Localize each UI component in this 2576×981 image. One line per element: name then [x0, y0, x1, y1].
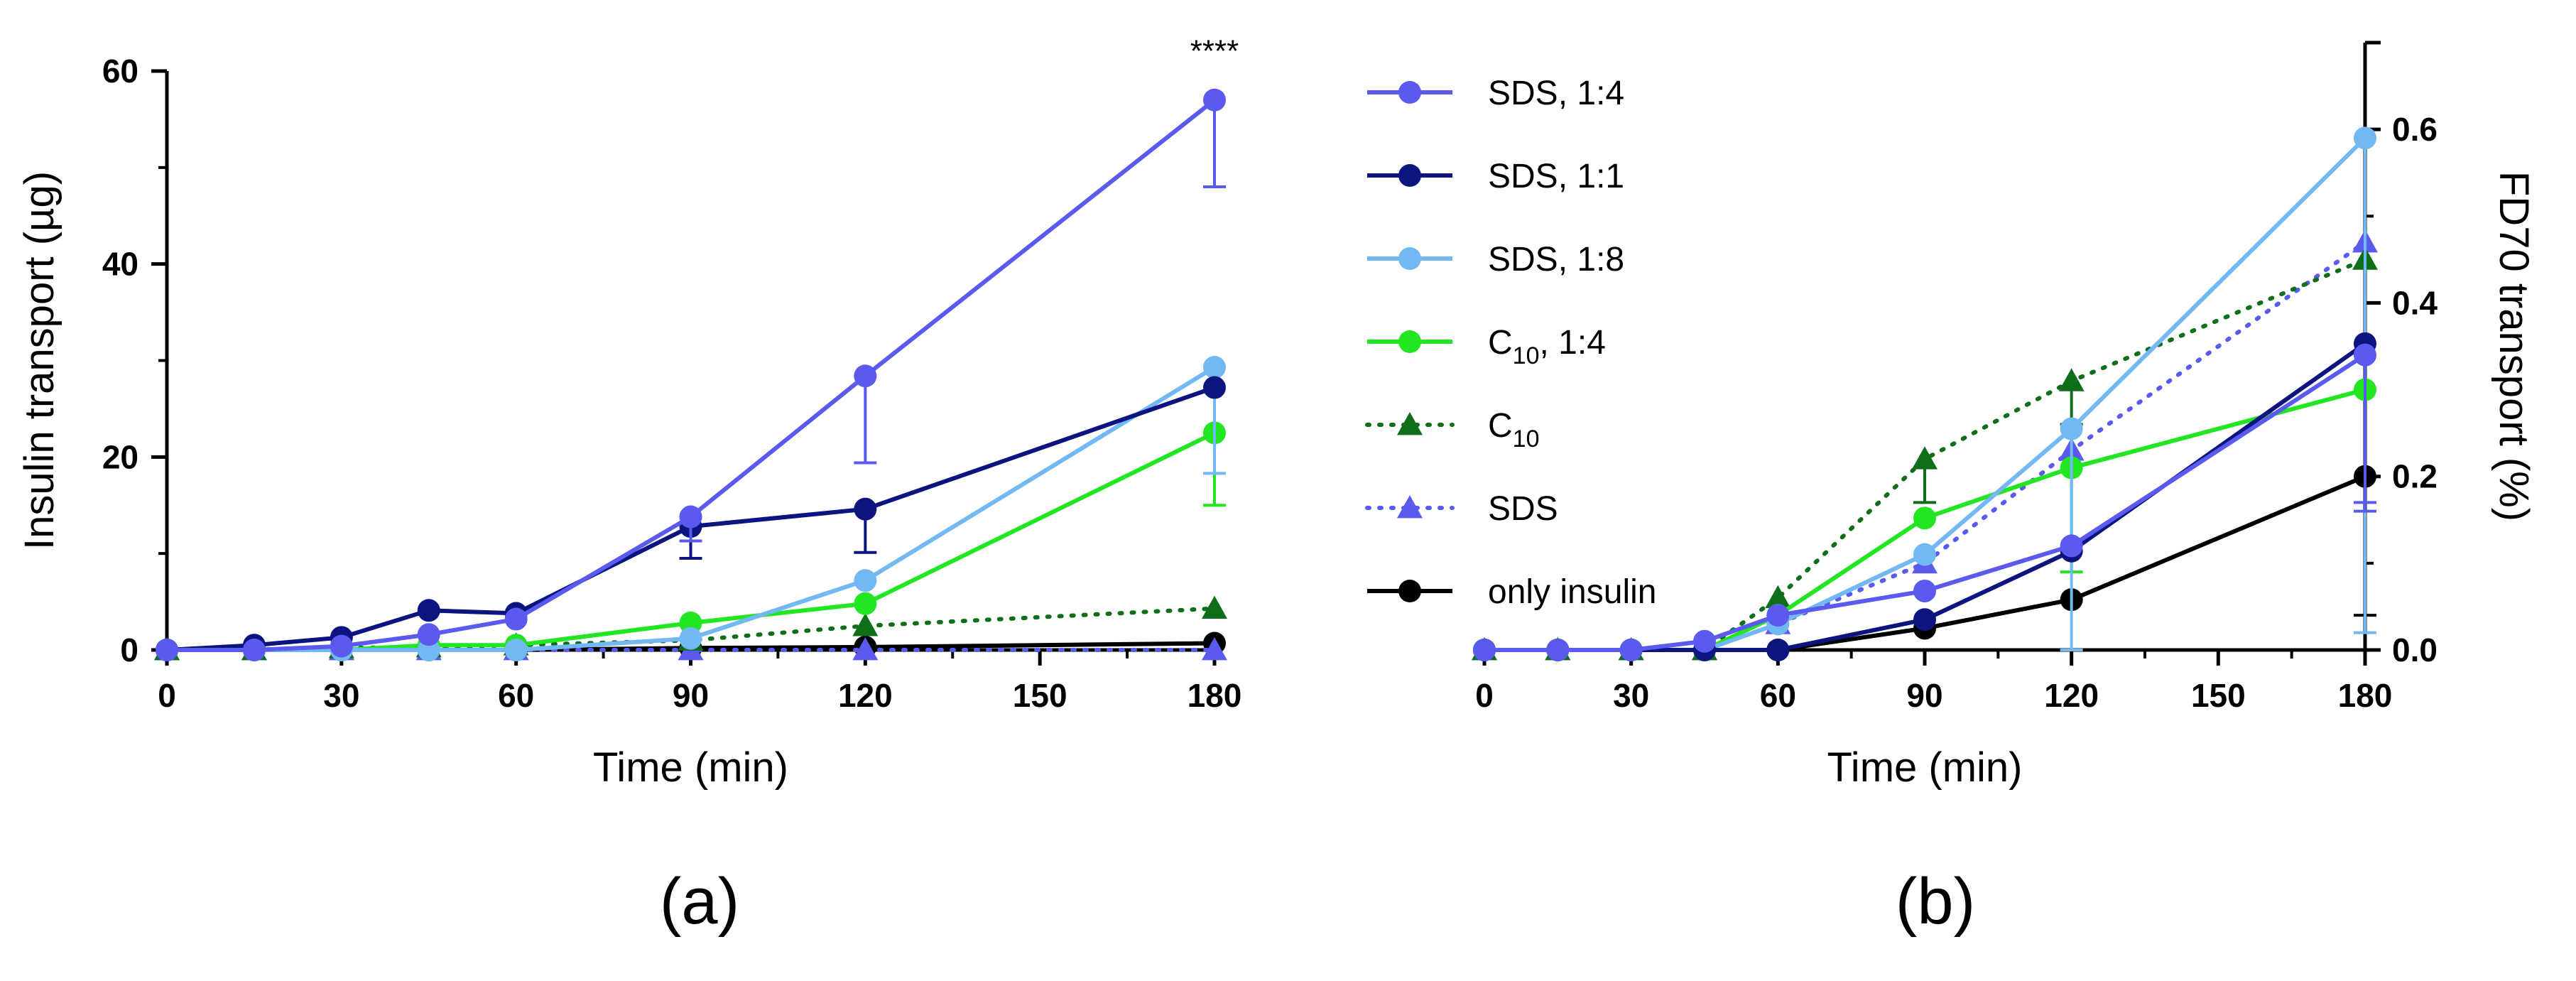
legend-entry-sds: SDS — [1365, 490, 1558, 528]
panel-b-chart: 0 30 60 90 120 150 180 0.0 0.2 0.4 0.6 Time (min) FD… — [1472, 40, 2537, 791]
panel-a-data-point-c10 — [852, 613, 879, 636]
panel-a-y-tick-label: 40 — [102, 246, 138, 283]
legend-entry-sds-1-4: SDS, 1:4 — [1367, 75, 1624, 112]
legend-label-sds: SDS — [1488, 490, 1558, 528]
panel-a-x-tick-label: 60 — [498, 677, 534, 714]
panel-b-data-point-c10 — [1765, 585, 1791, 609]
panel-b-series-sds-1-4 — [1473, 343, 2376, 661]
panel-b-data-point-sds-1-4 — [1693, 629, 1716, 653]
panel-a-data-point-sds-1-4 — [504, 607, 528, 631]
panel-a-data-point-sds — [852, 637, 879, 661]
panel-b-y-tick-label: 0.4 — [2392, 284, 2438, 321]
legend-marker-only-insulin — [1398, 580, 1421, 602]
legend: SDS, 1:4 SDS, 1:1 SDS, 1:8 C10, 1:4 C10 SDS on… — [1365, 75, 1656, 611]
panel-a-data-point-sds-1-4 — [679, 505, 702, 529]
panel-a-data-point-sds-1-4 — [156, 639, 178, 661]
panel-a-x-tick-label: 0 — [158, 677, 176, 714]
panel-a-data-point-sds-1-4 — [330, 634, 353, 658]
panel-a-data-point-sds-1-1 — [854, 497, 877, 521]
panel-a-data-point-c10-1-4 — [854, 592, 877, 615]
legend-entry-only-insulin: only insulin — [1367, 573, 1656, 611]
panel-a-x-tick-label: 120 — [838, 677, 893, 714]
legend-marker-sds-1-4 — [1398, 81, 1421, 104]
panel-a-data-point-sds-1-1 — [1203, 376, 1226, 399]
legend-entry-c10-1-4: C10, 1:4 — [1367, 324, 1606, 369]
panel-b-y-tick-label: 0.0 — [2392, 632, 2438, 668]
panel-a-label: (a) — [660, 865, 739, 938]
legend-label-sds-1-4: SDS, 1:4 — [1488, 75, 1624, 112]
panel-b-data-point-c10-1-4 — [1913, 506, 1936, 530]
panel-b-y-tick-label: 0.6 — [2392, 111, 2438, 148]
panel-a-data-point-c10 — [1202, 595, 1227, 619]
panel-a-series-sds-1-4 — [156, 88, 1226, 661]
legend-label-sds-1-8: SDS, 1:8 — [1488, 241, 1624, 278]
panel-b-x-tick-label: 120 — [2044, 677, 2099, 714]
panel-b-x-tick-label: 150 — [2191, 677, 2246, 714]
panel-b-data-point-c10 — [2058, 368, 2085, 391]
panel-a-data-point-sds-1-8 — [504, 639, 528, 661]
panel-b-data-point-sds-1-1 — [1913, 608, 1936, 632]
panel-a-series-line-sds-1-4 — [167, 98, 1216, 652]
panel-a-data-point-sds-1-8 — [679, 627, 702, 650]
panel-a-data-point-sds-1-1 — [417, 599, 440, 622]
panel-a-x-tick-label: 90 — [673, 677, 709, 714]
legend-marker-sds-1-1 — [1398, 164, 1421, 187]
panel-b-data-point-sds-1-8 — [1913, 543, 1936, 566]
panel-a-data-point-sds-1-4 — [854, 364, 877, 388]
panel-a-data-point-sds-1-4 — [242, 639, 266, 661]
legend-marker-sds-1-8 — [1398, 247, 1421, 270]
panel-b-x-axis-title: Time (min) — [1827, 744, 2023, 791]
legend-label-c10: C10 — [1488, 407, 1540, 452]
panel-a-y-tick-label: 60 — [102, 53, 138, 90]
panel-a-data-point-sds — [1202, 637, 1227, 661]
legend-marker-sds — [1397, 495, 1423, 519]
panel-a-significance-annotation: **** — [1190, 33, 1239, 68]
legend-label-only-insulin: only insulin — [1488, 573, 1656, 611]
panel-a-x-tick-label: 150 — [1013, 677, 1067, 714]
legend-entry-sds-1-8: SDS, 1:8 — [1367, 241, 1624, 278]
panel-a-x-axis-title: Time (min) — [593, 744, 788, 791]
panel-b-data-point-sds-1-4 — [2354, 343, 2376, 367]
panel-a-y-tick-label: 20 — [102, 438, 138, 475]
panel-b-x-tick-label: 90 — [1906, 677, 1942, 714]
panel-a-y-tick-label: 0 — [120, 632, 138, 668]
legend-label-sds-1-1: SDS, 1:1 — [1488, 158, 1624, 195]
panel-b-data-point-sds-1-8 — [2060, 417, 2083, 440]
panel-b-x-tick-label: 30 — [1613, 677, 1649, 714]
panel-b-data-point-sds-1-1 — [1766, 639, 1790, 661]
panel-b-data-point-sds-1-4 — [1913, 579, 1936, 602]
panel-b-data-point-sds-1-4 — [1619, 639, 1643, 661]
legend-entry-c10: C10 — [1365, 407, 1540, 452]
panel-a-x-tick-label: 30 — [323, 677, 359, 714]
panel-a-data-point-sds-1-4 — [1203, 88, 1226, 112]
panel-b-x-tick-label: 180 — [2338, 677, 2393, 714]
panel-a-series-line-sds-1-1 — [166, 385, 1215, 652]
panel-b-label: (b) — [1896, 865, 1975, 938]
panel-b-data-point-sds-1-4 — [1546, 639, 1570, 661]
legend-label-c10-1-4: C10, 1:4 — [1488, 324, 1606, 369]
panel-b-data-point-sds-1-4 — [1473, 639, 1496, 661]
panel-b-x-tick-label: 60 — [1760, 677, 1796, 714]
panel-a-chart: 0 30 60 90 120 150 180 0 20 40 60 Time (min) Insulin… — [16, 33, 1241, 791]
panel-a-y-axis-title: Insulin transport (µg) — [16, 171, 63, 550]
panel-a-data-point-sds-1-8 — [1203, 356, 1226, 379]
panel-b-y-axis-title: FD70 transport (%) — [2491, 171, 2537, 521]
panel-a-x-tick-label: 180 — [1188, 677, 1242, 714]
legend-marker-c10-1-4 — [1398, 330, 1421, 353]
legend-marker-c10 — [1397, 412, 1423, 435]
panel-b-series-line-sds-1-4 — [1484, 353, 2366, 652]
panel-b-data-point-sds-1-8 — [2354, 126, 2376, 150]
panel-b-data-point-sds-1-4 — [1766, 604, 1790, 627]
legend-entry-sds-1-1: SDS, 1:1 — [1367, 158, 1624, 195]
panel-b-x-tick-label: 0 — [1475, 677, 1494, 714]
panel-b-data-point-c10 — [1912, 446, 1938, 470]
panel-a-data-point-sds-1-8 — [854, 569, 877, 592]
panel-b-data-point-sds-1-4 — [2060, 534, 2083, 558]
panel-a-data-point-sds-1-4 — [417, 623, 440, 646]
panel-b-y-tick-label: 0.2 — [2392, 458, 2438, 495]
